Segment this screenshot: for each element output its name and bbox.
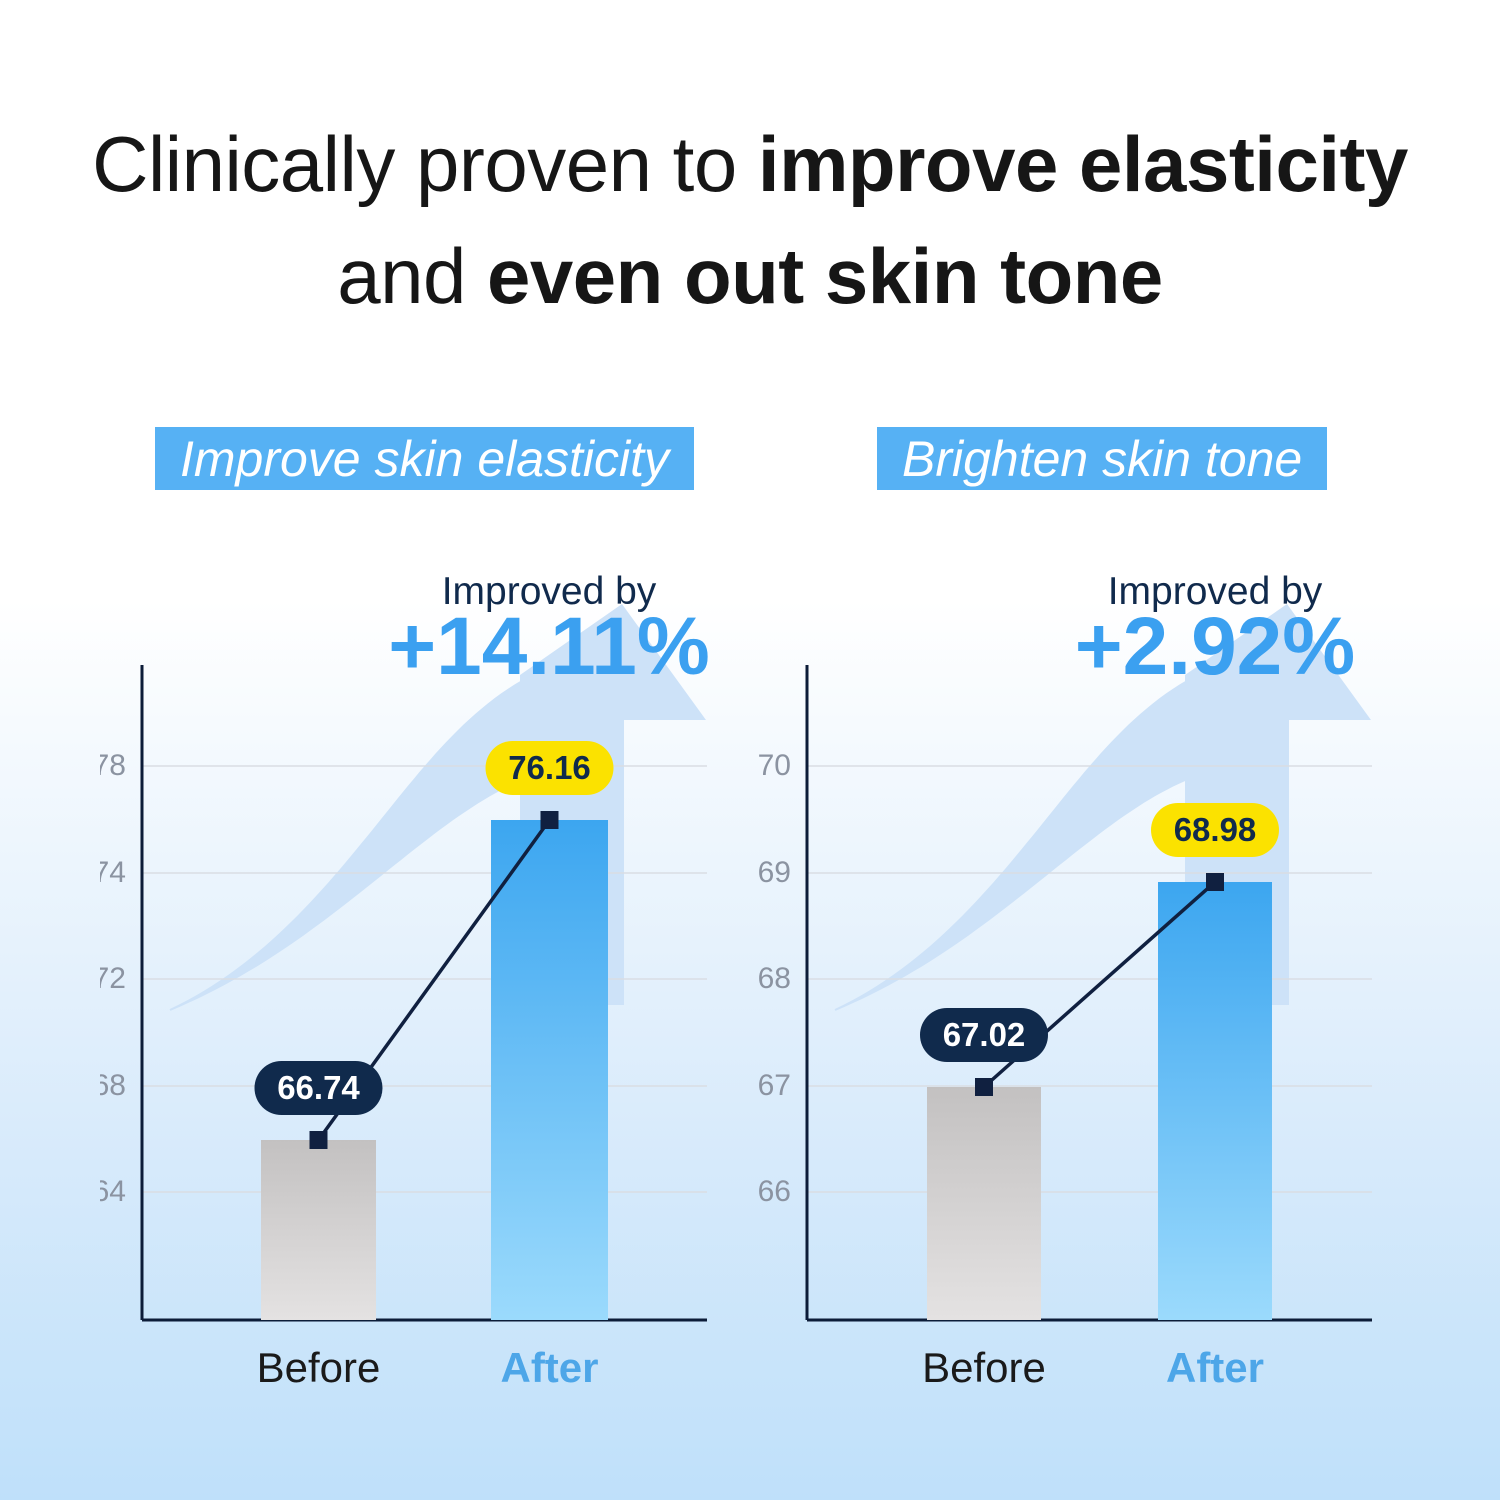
- svg-text:76.16: 76.16: [508, 749, 591, 786]
- svg-text:Before: Before: [922, 1344, 1046, 1391]
- svg-text:+2.92%: +2.92%: [1075, 601, 1355, 692]
- svg-text:66.74: 66.74: [277, 1069, 360, 1106]
- svg-text:66: 66: [758, 1175, 791, 1208]
- svg-text:After: After: [500, 1344, 598, 1391]
- svg-text:68.98: 68.98: [1174, 811, 1257, 848]
- svg-text:67.02: 67.02: [943, 1016, 1026, 1053]
- svg-text:+14.11%: +14.11%: [388, 601, 709, 692]
- svg-text:70: 70: [758, 749, 791, 782]
- svg-text:69: 69: [758, 856, 791, 889]
- svg-text:67: 67: [758, 1069, 791, 1102]
- svg-text:78: 78: [100, 749, 126, 782]
- svg-text:68: 68: [758, 962, 791, 995]
- svg-text:64: 64: [100, 1175, 126, 1208]
- svg-text:74: 74: [100, 856, 126, 889]
- svg-text:Before: Before: [257, 1344, 381, 1391]
- svg-text:After: After: [1166, 1344, 1264, 1391]
- svg-text:68: 68: [100, 1069, 126, 1102]
- svg-text:72: 72: [100, 962, 126, 995]
